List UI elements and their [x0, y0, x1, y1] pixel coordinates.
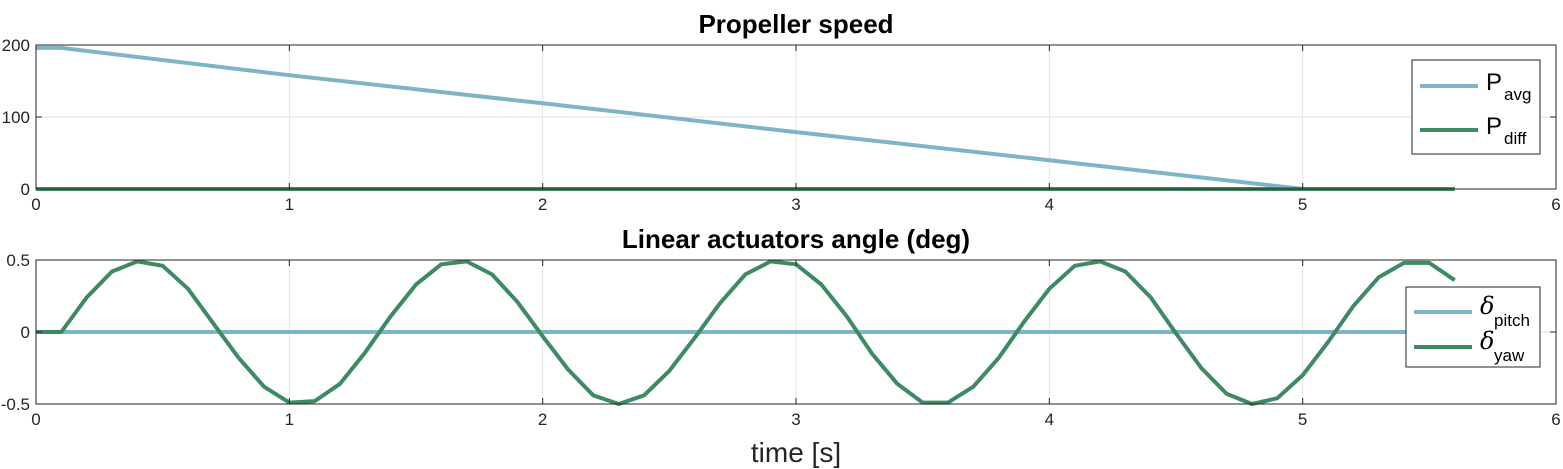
y-tick-label: 100 — [2, 108, 30, 127]
chart-title: Propeller speed — [698, 9, 893, 39]
y-tick-label: 0 — [21, 180, 30, 199]
y-tick-label: 0.5 — [6, 251, 30, 270]
series-line-avg — [36, 45, 1455, 191]
x-tick-label: 1 — [285, 410, 294, 429]
x-tick-label: 3 — [791, 195, 800, 214]
legend-label-pitch: δ — [1480, 292, 1494, 320]
legend-subscript-pitch: pitch — [1494, 311, 1530, 330]
legend-label-diff: P — [1486, 113, 1502, 140]
chart-title: Linear actuators angle (deg) — [622, 224, 970, 254]
x-tick-label: 0 — [31, 410, 40, 429]
y-tick-label: 0 — [21, 323, 30, 342]
series-line-yaw — [36, 259, 1456, 406]
x-tick-label: 6 — [1551, 410, 1560, 429]
x-tick-label: 5 — [1298, 410, 1307, 429]
chart-panel-2: Linear actuators angle (deg)0 1 2 3 4 5 6-0.50… — [1, 224, 1561, 468]
legend-subscript-yaw: yaw — [1494, 346, 1525, 365]
x-tick-label: 2 — [538, 195, 547, 214]
x-tick-label: 5 — [1298, 195, 1307, 214]
x-tick-label: 6 — [1551, 195, 1560, 214]
legend-box — [1411, 59, 1541, 155]
x-axis-label: time [s] — [751, 437, 841, 468]
y-tick-label: -0.5 — [1, 395, 30, 414]
x-tick-label: 4 — [1045, 195, 1054, 214]
legend-box — [1405, 286, 1541, 368]
legend-label-yaw: δ — [1480, 327, 1494, 355]
x-tick-label: 3 — [791, 410, 800, 429]
x-tick-label: 0 — [31, 195, 40, 214]
legend-label-avg: P — [1486, 69, 1502, 96]
x-tick-label: 2 — [538, 410, 547, 429]
legend-subscript-diff: diff — [1504, 129, 1527, 148]
x-tick-label: 4 — [1045, 410, 1054, 429]
x-tick-label: 1 — [285, 195, 294, 214]
y-tick-label: 200 — [2, 36, 30, 55]
legend-subscript-avg: avg — [1504, 85, 1531, 104]
